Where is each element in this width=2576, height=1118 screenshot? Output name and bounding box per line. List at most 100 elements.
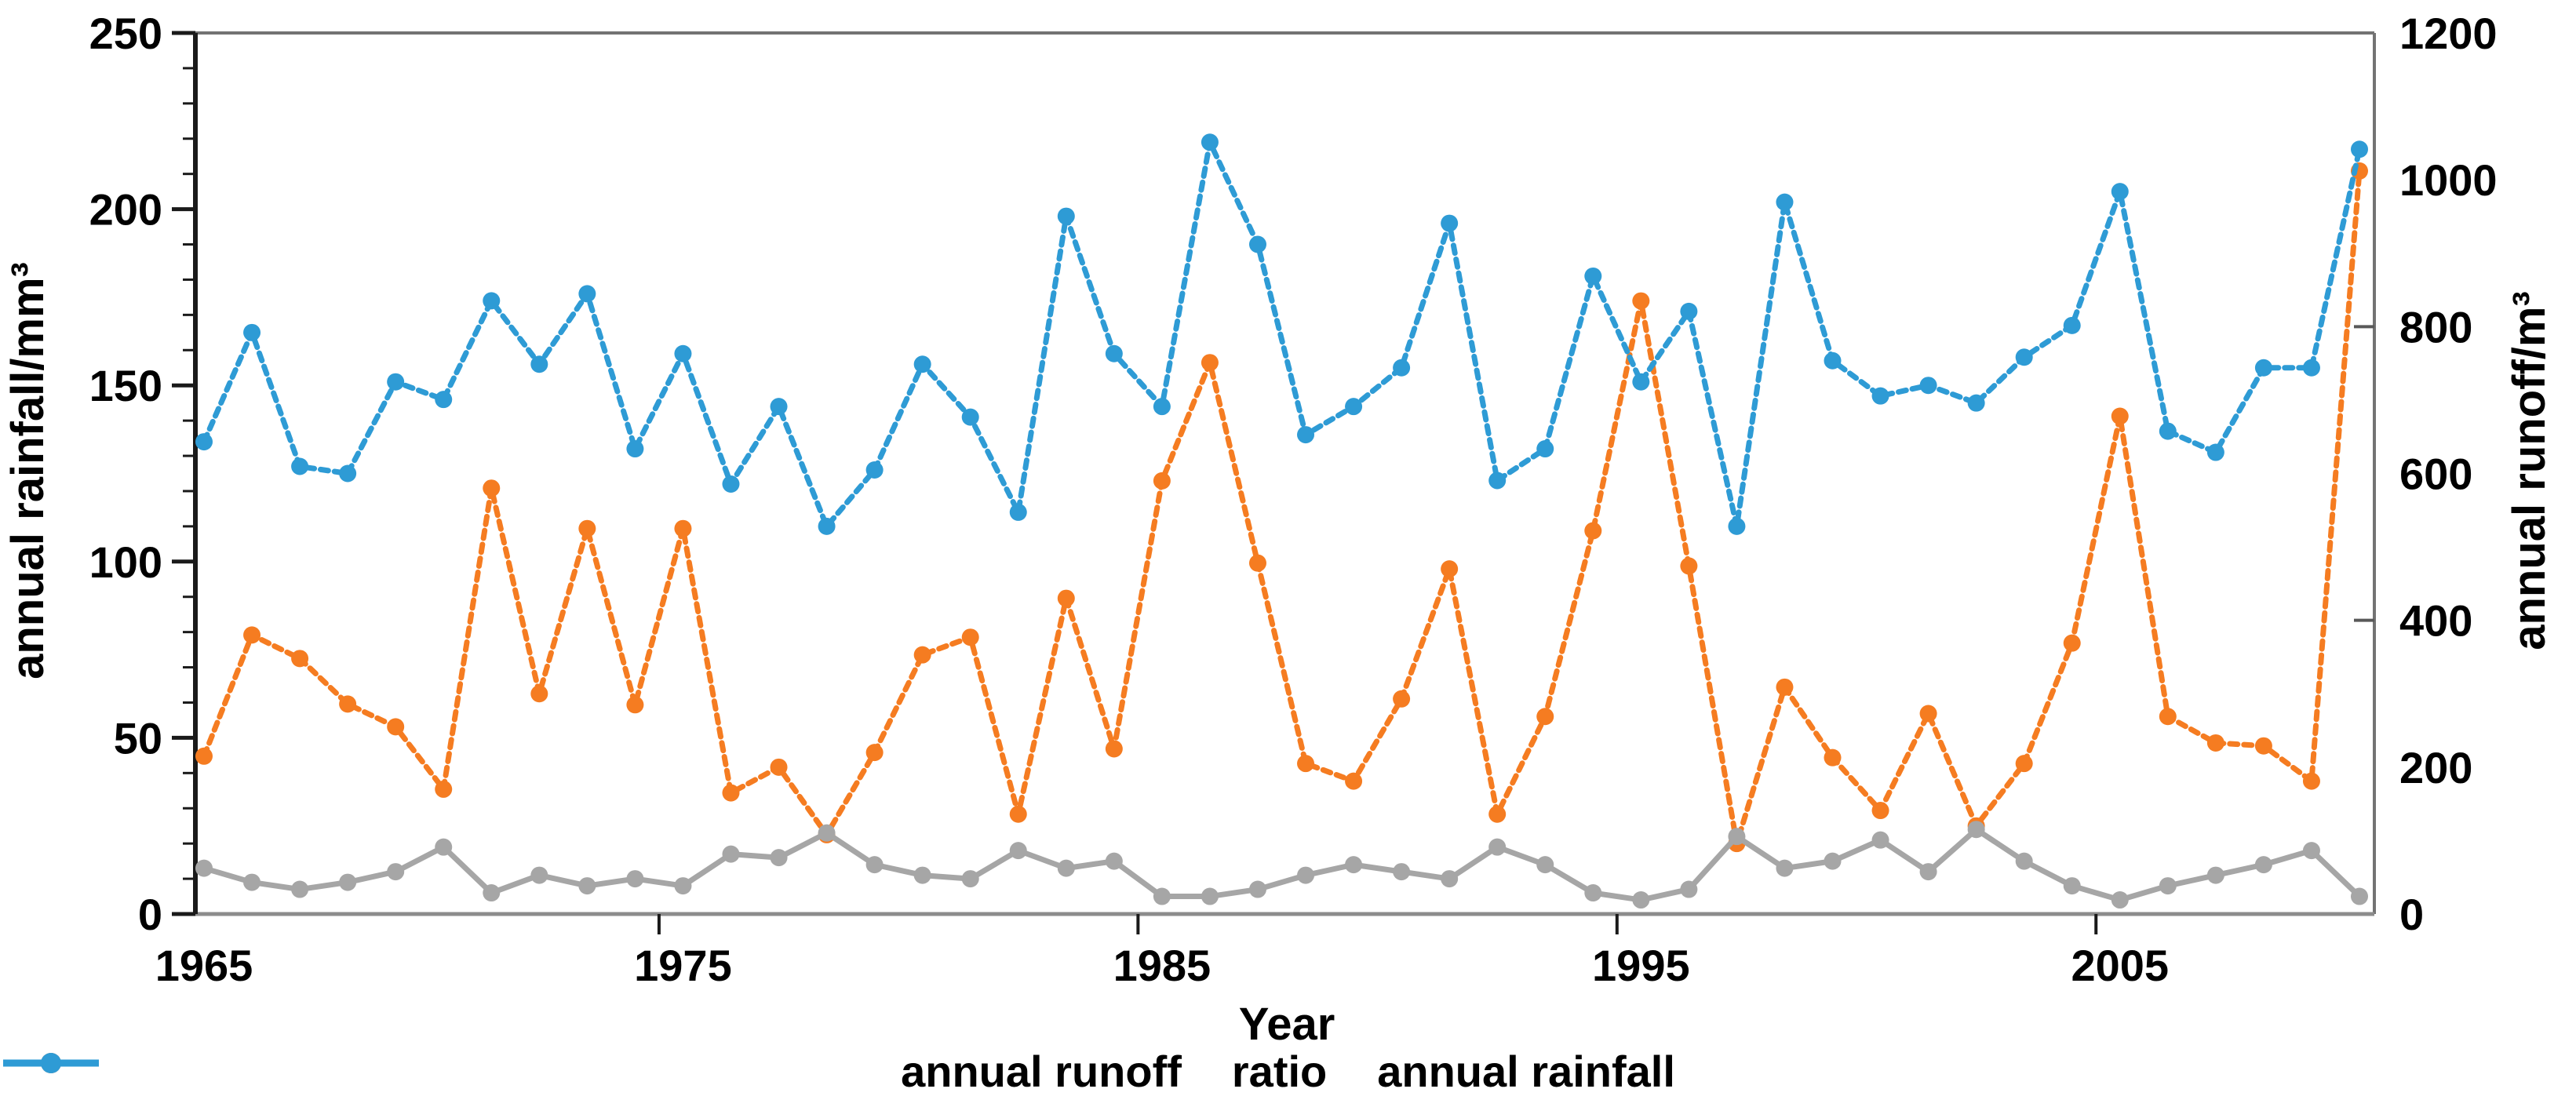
legend-item-annual-runoff: annual runoff — [3, 1047, 1182, 1096]
series-annual-rainfall-point — [2015, 348, 2033, 366]
series-annual-rainfall-point — [1057, 207, 1075, 225]
series-annual-runoff-point — [1153, 472, 1171, 490]
series-annual-rainfall-point — [1153, 398, 1171, 416]
series-ratio-point — [626, 870, 644, 888]
series-annual-rainfall-point — [195, 433, 213, 451]
series-ratio-point — [2015, 852, 2033, 870]
right-axis-title: annual runoff/m³ — [2504, 291, 2555, 650]
series-annual-runoff-point — [1345, 772, 1363, 790]
series-annual-rainfall-point — [2111, 183, 2129, 201]
series-ratio-point — [770, 849, 788, 867]
series-ratio-line — [201, 826, 2363, 903]
series-ratio-point — [913, 866, 931, 884]
series-ratio-point — [339, 873, 357, 891]
legend-label-annual-runoff: annual runoff — [901, 1047, 1182, 1096]
left-axis-tick-label: 100 — [89, 537, 162, 587]
right-axis-tick-label: 1000 — [2399, 155, 2498, 205]
series-ratio-point — [674, 877, 692, 895]
series-ratio-point — [1967, 821, 1985, 839]
series-annual-rainfall-point — [2351, 140, 2368, 158]
series-annual-rainfall-point — [1345, 398, 1363, 416]
series-annual-runoff-point — [865, 744, 884, 762]
right-axis-tick-label: 200 — [2399, 743, 2472, 792]
legend-label-annual-rainfall: annual rainfall — [1377, 1047, 1675, 1096]
series-ratio-point — [818, 824, 836, 842]
series-annual-rainfall-point — [1919, 377, 1937, 395]
series-ratio-point — [1632, 891, 1650, 909]
series-ratio-point — [1488, 838, 1507, 856]
series-ratio-point — [2159, 877, 2177, 895]
series-annual-rainfall-point — [1393, 359, 1411, 377]
series-ratio-point — [1441, 870, 1459, 888]
series-annual-rainfall-point — [818, 517, 836, 535]
series-annual-rainfall-point — [1201, 133, 1219, 151]
series-annual-rainfall-point — [626, 440, 644, 458]
series-ratio-point — [1536, 856, 1554, 874]
series-annual-runoff-point — [387, 718, 405, 736]
x-axis-tick-label: 1985 — [1113, 941, 1211, 990]
legend-swatch-annual-rainfall-icon — [3, 1053, 99, 1073]
series-annual-runoff-point — [1919, 705, 1937, 723]
series-annual-rainfall-point — [1680, 302, 1698, 320]
series-ratio-point — [1201, 887, 1219, 905]
series-annual-runoff-point — [1297, 755, 1315, 773]
axes-layer: 0 50 100 150 200 250 0 200 400 600 800 1000 1200 1965… — [89, 9, 2498, 990]
series-ratio-point — [2206, 866, 2224, 884]
right-axis-tick-label: 600 — [2399, 450, 2472, 499]
series-ratio-point — [1584, 884, 1602, 902]
series-annual-rainfall-point — [1009, 503, 1027, 521]
right-axis-tick-label: 800 — [2399, 302, 2472, 351]
series-annual-rainfall-point — [674, 344, 692, 362]
legend-item-ratio: ratio — [3, 1047, 1328, 1096]
left-axis-tick-label: 0 — [138, 890, 162, 939]
right-axis-tick-label: 1200 — [2399, 9, 2498, 58]
left-axis-tick-label: 50 — [114, 713, 162, 763]
left-axis-title: annual rainfall/mm³ — [2, 262, 53, 679]
series-annual-runoff-point — [1057, 589, 1075, 607]
series-layer — [195, 133, 2368, 909]
series-annual-rainfall-point — [243, 323, 261, 341]
series-annual-runoff-point — [2302, 772, 2320, 790]
series-annual-rainfall-line — [201, 139, 2363, 530]
series-annual-rainfall-point — [2063, 316, 2081, 334]
x-axis-title: Year — [1239, 999, 1335, 1050]
series-annual-rainfall-point — [2159, 422, 2177, 440]
series-annual-rainfall-point — [1488, 472, 1507, 490]
series-ratio-point — [483, 884, 501, 902]
series-annual-runoff-point — [913, 646, 931, 664]
legend-label-ratio: ratio — [1231, 1047, 1328, 1096]
series-annual-runoff-point — [722, 784, 740, 802]
right-axis-tick-label: 0 — [2399, 890, 2424, 939]
series-ratio-point — [243, 873, 261, 891]
series-annual-rainfall-point — [291, 457, 309, 475]
series-annual-runoff-point — [291, 650, 309, 668]
series-ratio-point — [1297, 866, 1315, 884]
right-axis-tick-label: 400 — [2399, 596, 2472, 646]
series-ratio-point — [2063, 877, 2081, 895]
series-ratio-point — [1105, 852, 1123, 870]
series-annual-runoff-point — [1871, 802, 1889, 820]
series-annual-rainfall-point — [1632, 373, 1650, 391]
series-annual-runoff-point — [1009, 805, 1027, 823]
series-ratio-point — [1728, 828, 1746, 846]
series-annual-rainfall-point — [770, 398, 788, 416]
series-ratio-point — [1009, 842, 1027, 860]
series-ratio-point — [291, 880, 309, 898]
series-annual-runoff-line — [201, 168, 2363, 847]
series-annual-runoff-point — [2159, 708, 2177, 726]
series-ratio-point — [435, 838, 453, 856]
series-annual-runoff-point — [1584, 522, 1602, 540]
series-ratio-point — [578, 877, 596, 895]
series-annual-runoff-point — [1824, 748, 1842, 767]
series-annual-runoff-point — [2206, 734, 2224, 752]
series-ratio-point — [1776, 859, 1794, 877]
series-annual-rainfall-point — [1824, 351, 1842, 370]
series-annual-rainfall-point — [1967, 394, 1985, 412]
x-axis-tick-label: 1975 — [634, 941, 732, 990]
series-annual-runoff-point — [1680, 557, 1698, 575]
series-ratio-point — [1680, 880, 1698, 898]
left-axis-tick-label: 150 — [89, 361, 162, 410]
series-ratio-point — [1393, 863, 1411, 881]
